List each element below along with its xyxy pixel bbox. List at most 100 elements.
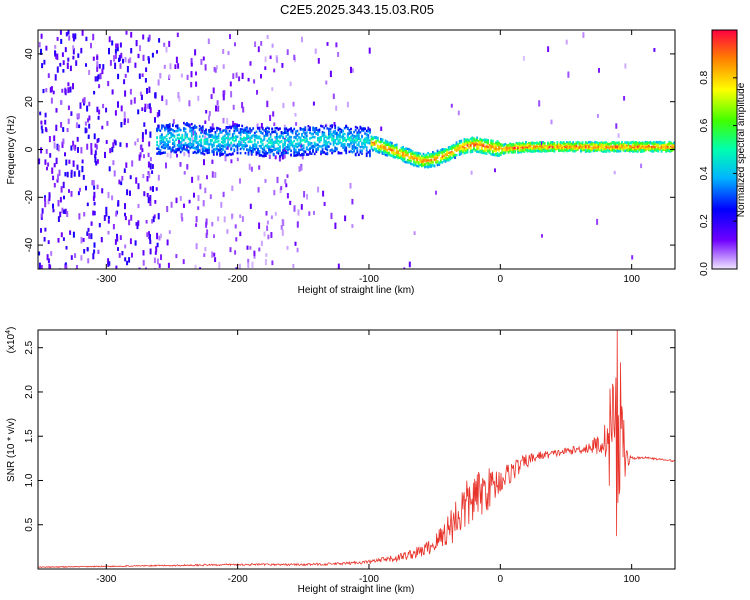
spectrogram-cell [39, 111, 42, 116]
spectrogram-cell [163, 42, 166, 47]
spectrogram-cell [411, 156, 414, 159]
spectrogram-cell [112, 142, 115, 149]
spectrogram-cell [584, 149, 587, 152]
spectrogram-cell [239, 151, 242, 155]
spectrogram-cell [186, 123, 188, 127]
spectrogram-cell [294, 148, 297, 152]
spectrogram-cell [260, 145, 262, 148]
spectrogram-cell [641, 149, 644, 152]
spectrogram-cell [589, 147, 592, 150]
spectrogram-cell [651, 145, 653, 149]
spectrogram-cell [294, 241, 297, 246]
spectrogram-cell [168, 140, 171, 143]
spectrogram-cell [603, 144, 606, 147]
spectrogram-cell [178, 133, 181, 136]
spectrogram-cell [225, 130, 228, 133]
spectrogram-cell [158, 38, 161, 43]
spectrogram-cell [189, 144, 192, 147]
spectrogram-cell [244, 145, 247, 148]
spectrogram-cell [191, 176, 194, 183]
spectrogram-cell [324, 142, 327, 145]
spectrogram-cell [202, 56, 205, 61]
spectrogram-cell [242, 144, 245, 147]
spectrogram-cell [586, 142, 589, 145]
spectrogram-cell [313, 130, 316, 134]
spectrogram-cell [49, 153, 52, 158]
spectrogram-cell [449, 157, 452, 161]
spectrogram-cell [501, 148, 504, 151]
spectrogram-cell [638, 141, 641, 144]
spectrogram-cell [640, 146, 642, 150]
spectrogram-cell [265, 152, 267, 155]
spectrogram-cell [586, 149, 589, 152]
spectrogram-cell [465, 142, 467, 145]
spectrogram-cell [383, 149, 385, 153]
spectrogram-cell [361, 128, 363, 132]
spectrogram-cell [277, 152, 280, 155]
spectrogram-cell [660, 141, 663, 145]
spectrogram-cell [158, 109, 161, 117]
spectrogram-cell [280, 140, 283, 143]
spectrogram-cell [126, 260, 129, 266]
spectrogram-cell [257, 187, 260, 193]
spectrogram-cell [480, 138, 483, 142]
spectrogram-cell [142, 259, 145, 266]
spectrogram-cell [430, 155, 433, 159]
spectrogram-cell [332, 139, 335, 143]
spectrogram-cell [329, 142, 332, 146]
spectrogram-cell [413, 157, 415, 160]
spectrogram-cell [482, 151, 485, 155]
spectrogram-cell [540, 148, 543, 152]
spectrogram-cell [348, 143, 351, 146]
spectrogram-cell [170, 201, 173, 208]
spectrogram-cell [350, 150, 352, 153]
spectrogram-cell [558, 146, 560, 149]
spectrogram-cell [208, 133, 210, 136]
spectrogram-cell [641, 147, 644, 150]
spectrogram-cell [230, 153, 233, 156]
spectrogram-cell [342, 139, 344, 143]
spectrogram-cell [236, 157, 239, 162]
spectrogram-cell [331, 148, 333, 152]
spectrogram-cell [93, 201, 96, 206]
spectrogram-cell [151, 164, 154, 169]
spectrogram-cell [493, 153, 496, 157]
spectrogram-cell [44, 112, 47, 118]
spectrogram-cell [469, 150, 472, 153]
colorbar-gradient [711, 29, 738, 270]
spectrogram-cell [351, 224, 354, 228]
spectrogram-cell [567, 142, 570, 145]
spectrogram-cell [233, 129, 236, 133]
spectrogram-cell [230, 141, 233, 145]
spectrogram-cell [655, 140, 658, 144]
spectrogram-cell [266, 143, 269, 147]
spectrogram-cell [389, 148, 392, 151]
spectrogram-cell [203, 139, 206, 142]
spectrogram-cell [204, 187, 207, 194]
spectrogram-cell [298, 166, 301, 172]
spectrogram-cell [179, 145, 182, 148]
spectrogram-cell [455, 146, 458, 149]
spectrogram-cell [551, 149, 554, 152]
spectrogram-cell [342, 134, 344, 138]
spectrogram-cell [269, 148, 272, 151]
spectrogram-cell [408, 161, 411, 164]
spectrogram-cell [618, 149, 620, 153]
spectrogram-cell [197, 206, 200, 210]
spectrogram-cell [274, 155, 277, 160]
spectrogram-cell [491, 139, 494, 143]
spectrogram-cell [57, 238, 60, 243]
spectrogram-cell [266, 126, 269, 129]
spectrogram-cell [436, 160, 439, 163]
spectrogram-cell [79, 187, 81, 192]
spectrogram-cell [603, 141, 606, 144]
spectrogram-cell [230, 159, 233, 164]
spectrogram-cell [392, 153, 395, 157]
spectrogram-cell [69, 86, 72, 93]
x-tick-label: 0 [498, 574, 504, 585]
spectrogram-cell [624, 63, 627, 69]
spectrogram-cell [124, 57, 127, 63]
spectrogram-cell [184, 133, 187, 136]
spectrogram-cell [233, 132, 236, 135]
spectrogram-cell [265, 253, 268, 257]
